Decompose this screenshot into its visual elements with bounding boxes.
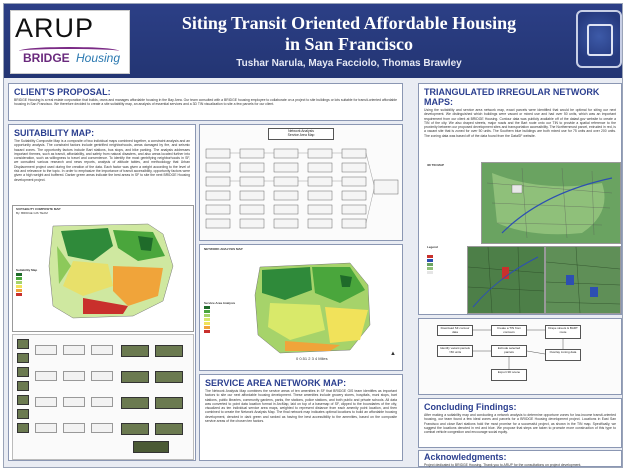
authors: Tushar Narula, Maya Facciolo, Thomas Bra… [236, 58, 462, 69]
tin-workflow-panel: Download SF contour data Create a TIN fr… [418, 318, 622, 395]
conclusion-panel: Concluding Findings: After making a suit… [418, 398, 622, 448]
suitability-map-title: SUITABILITY COMPOSITE MAP [16, 207, 61, 211]
logo-bridge-text: BRIDGE [23, 51, 70, 65]
tin-detail-map-1 [467, 246, 545, 314]
network-analysis-map-panel: NETWORK ANALYSIS MAP Service Area Analys… [199, 244, 403, 371]
tin-text: Using the suitability and service area n… [424, 108, 616, 138]
service-area-text-panel: SERVICE AREA NETWORK MAP: The Network An… [199, 374, 403, 461]
client-proposal-panel: CLIENT'S PROPOSAL: BRIDGE Housing is a r… [8, 83, 403, 121]
tin-detail-graphic-1 [468, 247, 544, 313]
poster-title: Siting Transit Oriented Affordable Housi… [134, 13, 564, 55]
logo-housing-text: Housing [76, 51, 121, 65]
conclusion-text: After making a suitability map and condu… [424, 413, 616, 435]
suitability-map-subtitle: By: BRIDGE GIS TEAM [16, 211, 48, 215]
flow-box-1: Download SF contour data [437, 325, 473, 336]
logo-arc [19, 47, 119, 55]
conclusion-heading: Concluding Findings: [424, 402, 517, 412]
poster: ARUP BRIDGE Housing Siting Transit Orien… [3, 3, 623, 468]
tin-map-title: 3D TIN MAP [427, 163, 445, 167]
suitability-legend-title: Suitability Map [16, 268, 38, 272]
flow-box-3: Drape streets & BART route [545, 325, 581, 339]
tin-overview-graphic [482, 163, 620, 243]
network-workflow-panel: Network Analysis Service Area Map [199, 124, 403, 241]
arup-bridge-logo: ARUP BRIDGE Housing [10, 10, 130, 74]
title-line-1: Siting Transit Oriented Affordable Housi… [181, 13, 517, 33]
flow-box-7: Export 3D scene [491, 369, 527, 381]
tin-legend: Legend [425, 244, 467, 314]
workflow-title-box: Network Analysis Service Area Map [268, 128, 334, 140]
suitability-workflow [12, 334, 194, 460]
flow-box-2: Create a TIN from contours [491, 325, 527, 336]
workflow-diagram [205, 148, 399, 229]
acknowledgments-panel: Acknowledgments: Project dedicated to BR… [418, 450, 622, 467]
service-area-map-graphic [254, 262, 371, 354]
title-line-2: in San Francisco [284, 34, 413, 54]
workflow-title-line-1: Network Analysis [288, 129, 314, 133]
client-text: BRIDGE Housing is a real estate corporat… [14, 98, 397, 107]
logo-arup-text: ARUP [15, 13, 95, 43]
suitability-text: The Suitability Composite Map is a compo… [14, 139, 190, 182]
suitability-panel: SUITABILITY MAP: The Suitability Composi… [8, 124, 196, 461]
poster-header: ARUP BRIDGE Housing Siting Transit Orien… [4, 4, 622, 78]
map-scale-bar: 0 0.51 2 3 4 Miles [296, 357, 328, 361]
tin-legend-title: Legend [427, 245, 438, 249]
service-text: The Network Analysis Map combines the se… [205, 389, 397, 424]
service-legend: Service Area Analysis [204, 301, 235, 333]
scale-values: 0 0.51 2 3 4 [296, 356, 318, 361]
suitability-heading: SUITABILITY MAP: [14, 128, 95, 138]
service-legend-title: Service Area Analysis [204, 301, 236, 305]
scale-unit: Miles [318, 356, 328, 361]
tin-panel: TRIANGULATED IRREGULAR NETWORK MAPS: Usi… [418, 83, 622, 315]
tin-detail-map-2 [545, 246, 621, 314]
suitability-legend: Suitability Map [16, 268, 37, 296]
ack-heading: Acknowledgments: [424, 452, 507, 462]
service-map-title: NETWORK ANALYSIS MAP [204, 247, 243, 251]
tin-detail-graphic-2 [546, 247, 620, 313]
flow-box-5: Extrude selected parcels [491, 345, 527, 357]
flow-box-6: Overlay zoning data [545, 349, 581, 361]
suitability-map-graphic [48, 223, 174, 319]
north-arrow-icon: ▲ [390, 351, 396, 357]
ack-text: Project dedicated to BRIDGE Housing. Tha… [424, 463, 582, 467]
flow-box-4: Identify vacant parcels >50 units [437, 345, 473, 357]
service-heading: SERVICE AREA NETWORK MAP: [205, 378, 347, 388]
suitability-map: SUITABILITY COMPOSITE MAP By: BRIDGE GIS… [12, 205, 194, 332]
tin-heading: TRIANGULATED IRREGULAR NETWORK MAPS: [424, 87, 600, 107]
tin-overview-map [481, 162, 621, 244]
tin-map-info: 3D TIN MAP [425, 162, 485, 232]
university-seal-icon [576, 10, 622, 68]
workflow-title-line-2: Service Area Map [287, 132, 315, 137]
client-heading: CLIENT'S PROPOSAL: [14, 87, 111, 97]
